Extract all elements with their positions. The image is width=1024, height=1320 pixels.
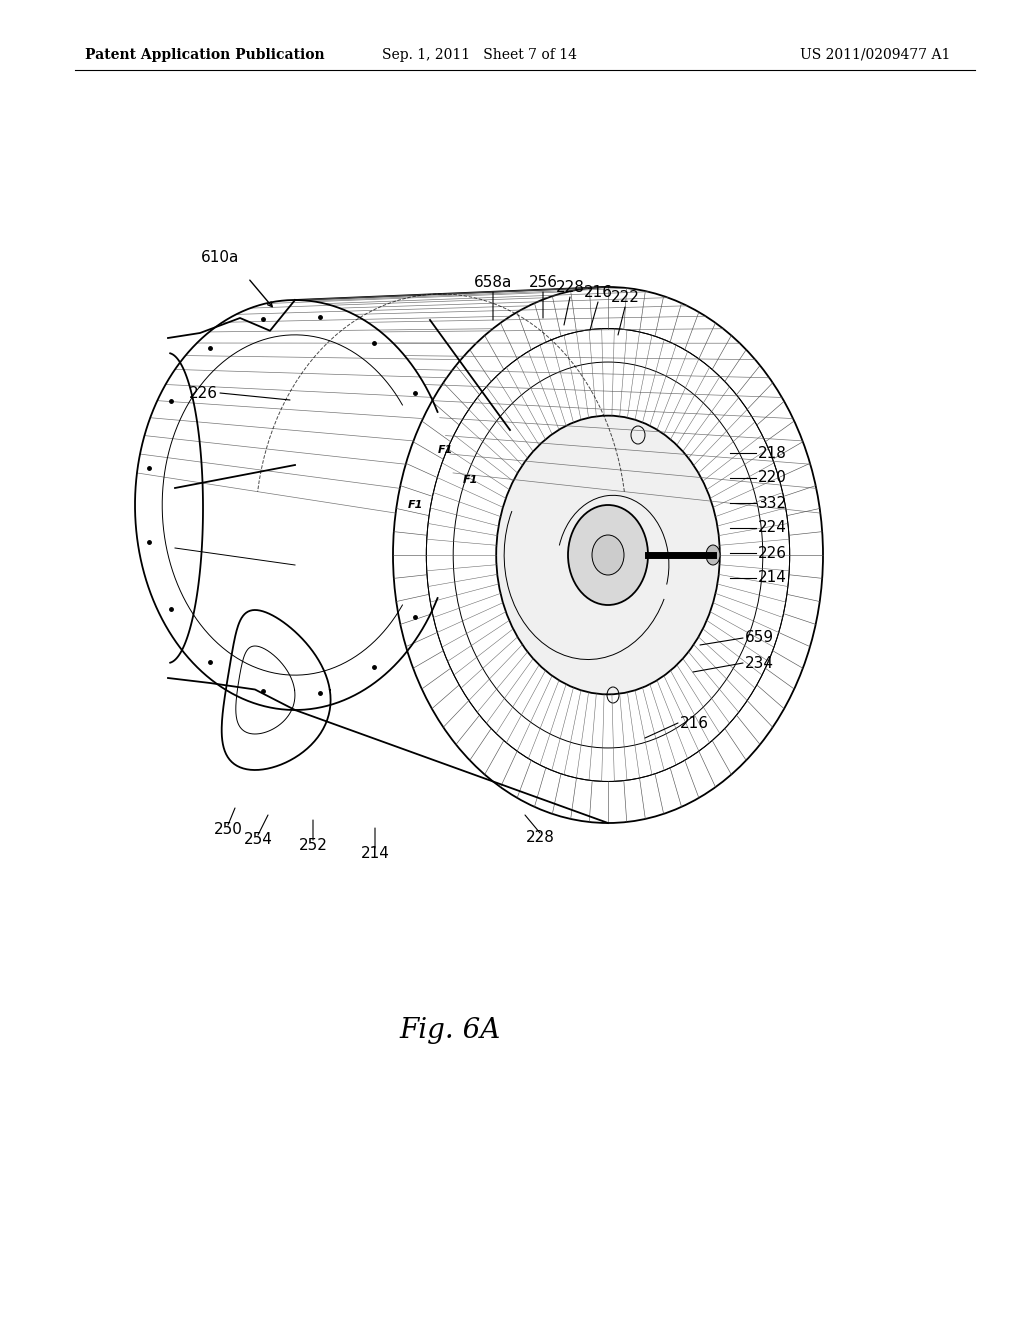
Text: 214: 214 bbox=[758, 570, 786, 586]
Text: 224: 224 bbox=[758, 520, 786, 536]
Text: Patent Application Publication: Patent Application Publication bbox=[85, 48, 325, 62]
Ellipse shape bbox=[592, 535, 624, 576]
Text: 332: 332 bbox=[758, 495, 787, 511]
Ellipse shape bbox=[706, 545, 720, 565]
Text: 658a: 658a bbox=[474, 275, 512, 290]
Text: 234: 234 bbox=[745, 656, 774, 671]
Text: 218: 218 bbox=[758, 446, 786, 461]
Text: 254: 254 bbox=[244, 833, 272, 847]
Text: US 2011/0209477 A1: US 2011/0209477 A1 bbox=[800, 48, 950, 62]
Text: 659: 659 bbox=[745, 631, 774, 645]
Text: 216: 216 bbox=[584, 285, 612, 300]
Text: 228: 228 bbox=[525, 830, 554, 846]
Text: 228: 228 bbox=[556, 280, 585, 294]
Text: 222: 222 bbox=[610, 290, 639, 305]
Text: 250: 250 bbox=[214, 822, 243, 837]
Text: F1: F1 bbox=[437, 445, 453, 455]
Text: Fig. 6A: Fig. 6A bbox=[399, 1016, 501, 1044]
Text: 220: 220 bbox=[758, 470, 786, 486]
Text: 216: 216 bbox=[680, 715, 709, 730]
Ellipse shape bbox=[497, 416, 720, 694]
Text: 252: 252 bbox=[299, 837, 328, 853]
Text: 256: 256 bbox=[528, 275, 557, 290]
Text: 226: 226 bbox=[758, 545, 787, 561]
Text: 610a: 610a bbox=[201, 251, 240, 265]
Text: Sep. 1, 2011   Sheet 7 of 14: Sep. 1, 2011 Sheet 7 of 14 bbox=[383, 48, 578, 62]
Ellipse shape bbox=[568, 506, 648, 605]
Text: 226: 226 bbox=[189, 385, 218, 400]
Text: F1: F1 bbox=[462, 475, 477, 484]
Text: 214: 214 bbox=[360, 846, 389, 861]
Text: F1: F1 bbox=[408, 500, 423, 510]
